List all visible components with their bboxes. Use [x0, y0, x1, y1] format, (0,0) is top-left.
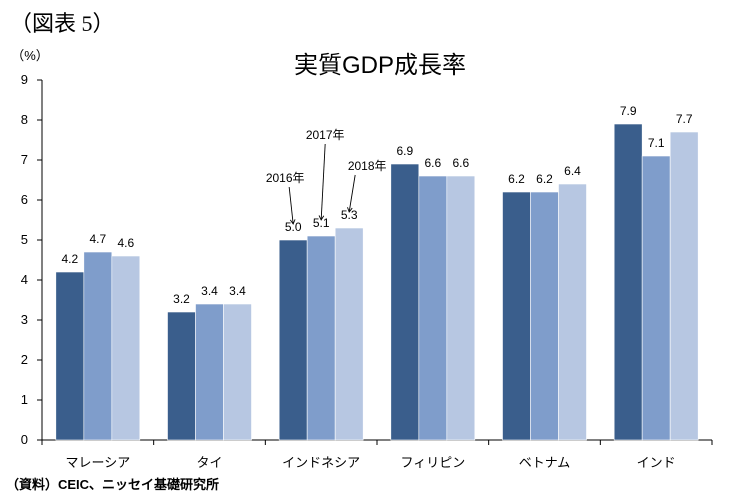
data-label: 5.3 [341, 208, 358, 222]
chart-title: 実質GDP成長率 [294, 52, 466, 79]
annotation-arrow-head [318, 215, 325, 221]
data-label: 6.6 [424, 156, 441, 170]
data-label: 5.0 [285, 220, 302, 234]
bar [669, 131, 699, 441]
y-tick-label: 9 [21, 72, 28, 87]
y-tick-label: 8 [21, 112, 28, 127]
bar [55, 271, 85, 441]
bars [55, 123, 699, 441]
category-label: ベトナム [519, 455, 571, 470]
data-label: 3.2 [173, 292, 190, 306]
bar [111, 255, 141, 441]
data-label: 6.6 [452, 156, 469, 170]
series-annotations: 2016年 2017年 2018年 [266, 128, 387, 225]
category-label: フィリピン [400, 455, 465, 470]
data-label: 7.7 [676, 112, 693, 126]
data-label: 6.9 [396, 144, 413, 158]
data-label: 3.4 [229, 284, 246, 298]
category-label: インド [637, 455, 676, 470]
y-tick-label: 3 [21, 312, 28, 327]
bar [167, 311, 196, 441]
data-label: 6.2 [536, 172, 553, 186]
data-label: 4.2 [61, 252, 78, 266]
y-tick-label: 2 [21, 352, 28, 367]
y-tick-label: 4 [21, 272, 28, 287]
bar [446, 175, 476, 441]
bar [641, 155, 671, 441]
series-annotation-label: 2017年 [306, 128, 345, 142]
category-label: マレーシア [65, 455, 130, 470]
category-label: タイ [196, 455, 222, 470]
source-note: （資料）CEIC、ニッセイ基礎研究所 [6, 477, 220, 492]
series-annotation-label: 2016年 [266, 171, 305, 185]
data-label: 6.2 [508, 172, 525, 186]
annotation-arrow-head [289, 219, 296, 225]
y-tick-label: 5 [21, 232, 28, 247]
data-labels: 4.2 4.7 4.6 マレーシア 3.2 3.4 3.4 タイ 5.0 5.1 5.3 インドネシア… [61, 104, 692, 470]
annotation-arrow-line [288, 186, 294, 225]
bar [613, 123, 643, 441]
data-label: 7.9 [620, 104, 637, 118]
bar [390, 163, 420, 441]
data-label: 4.6 [117, 236, 134, 250]
bar [502, 191, 531, 441]
y-tick-label: 1 [21, 392, 28, 407]
data-label: 5.1 [313, 216, 330, 230]
data-label: 6.4 [564, 164, 581, 178]
y-axis-unit-label: （%） [11, 48, 49, 63]
bar [223, 303, 252, 441]
bar [334, 227, 364, 441]
axes: 0 1 2 3 4 5 6 7 8 9 [21, 72, 713, 447]
data-label: 3.4 [201, 284, 218, 298]
bar [418, 175, 448, 441]
series-annotation-label: 2018年 [348, 159, 387, 173]
data-label: 4.7 [89, 232, 106, 246]
annotation-arrow-line [320, 143, 326, 221]
y-tick-label: 0 [21, 432, 28, 447]
bar [558, 183, 587, 441]
annotation-arrow-line [348, 174, 356, 213]
y-tick-label: 7 [21, 152, 28, 167]
bar [278, 239, 308, 441]
bar [306, 235, 336, 441]
y-tick-label: 6 [21, 192, 28, 207]
bar [530, 191, 559, 441]
category-label: インドネシア [282, 455, 360, 470]
data-label: 7.1 [648, 136, 665, 150]
bar [83, 251, 113, 441]
figure-label: （図表 5） [10, 11, 115, 36]
annotation-arrow-head [347, 207, 353, 213]
bar [195, 303, 224, 441]
